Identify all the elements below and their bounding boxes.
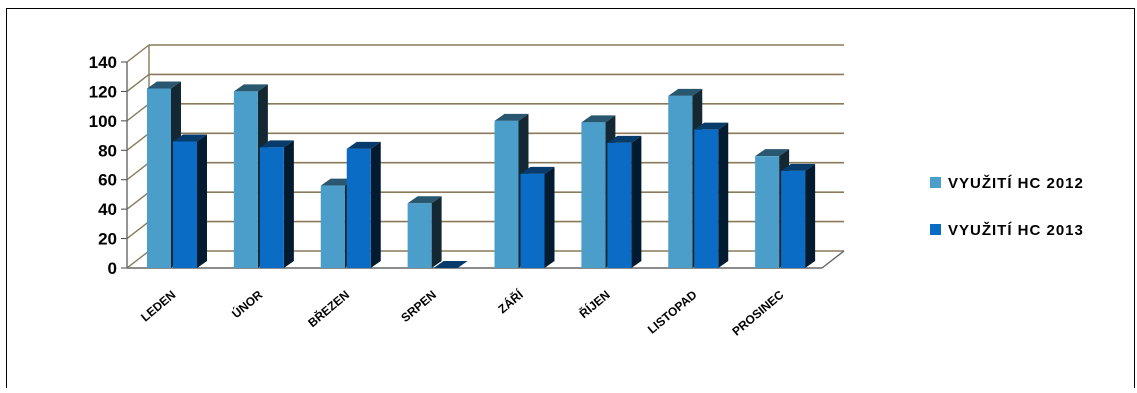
x-tick-label: ZÁŘÍ xyxy=(495,286,527,316)
bar xyxy=(259,147,284,268)
bar-top xyxy=(581,115,616,123)
y-tick-label: 120 xyxy=(89,82,117,101)
gridline-side xyxy=(126,250,150,269)
y-tick-label: 20 xyxy=(98,230,117,249)
bar-top xyxy=(407,196,442,204)
bar-top xyxy=(607,135,642,143)
bars xyxy=(147,81,816,268)
gridline-side xyxy=(126,221,150,240)
x-tick-label: ÚNOR xyxy=(229,287,266,321)
bar-side xyxy=(544,166,555,268)
bar xyxy=(755,156,780,268)
legend-label-2012: VYUŽITÍ HC 2012 xyxy=(948,174,1084,192)
x-tick-label: LISTOPAD xyxy=(645,287,700,336)
bar-top xyxy=(320,178,355,186)
gridline-side xyxy=(126,191,150,210)
x-tick-label: PROSINEC xyxy=(729,287,786,338)
y-tick-label: 60 xyxy=(98,171,117,190)
gridline-side xyxy=(126,103,150,122)
gridlines xyxy=(121,44,845,269)
bar xyxy=(173,141,197,268)
gridline-side xyxy=(126,44,150,63)
legend: VYUŽITÍ HC 2012 VYUŽITÍ HC 2013 xyxy=(930,174,1084,239)
bar-top xyxy=(520,166,555,174)
x-tick-label: LEDEN xyxy=(138,288,178,325)
bar xyxy=(346,148,371,268)
bar-side xyxy=(805,163,816,268)
bar xyxy=(147,88,171,268)
y-tick-label: 0 xyxy=(108,259,117,278)
legend-label-2013: VYUŽITÍ HC 2013 xyxy=(948,221,1084,239)
y-tick-label: 100 xyxy=(89,112,117,131)
x-tick-label: SRPEN xyxy=(398,288,439,325)
bar-side xyxy=(718,122,729,268)
gridline-side xyxy=(126,162,150,181)
bar-top xyxy=(233,84,268,92)
x-tick-label: BŘEZEN xyxy=(305,287,352,330)
bar-top xyxy=(755,149,790,157)
y-tick-label: 40 xyxy=(98,200,117,219)
chart-frame xyxy=(6,8,1135,388)
floor-edge xyxy=(821,250,845,269)
gridline-side xyxy=(126,132,150,151)
bar-top xyxy=(259,140,294,148)
bar-top xyxy=(494,113,529,121)
bar-top xyxy=(781,163,816,171)
bar-top xyxy=(694,122,729,130)
x-axis-labels: LEDEN ÚNOR BŘEZEN SRPEN ZÁŘÍ ŘÍJEN LISTOPAD PRO… xyxy=(138,286,787,338)
x-tick-label: ŘÍJEN xyxy=(576,287,613,321)
legend-swatch-2012 xyxy=(930,177,941,188)
bar xyxy=(233,91,258,268)
y-tick-label: 80 xyxy=(98,141,117,160)
bar xyxy=(781,170,806,268)
bar xyxy=(320,185,345,268)
bar-top xyxy=(668,88,703,96)
bar-side xyxy=(631,135,642,268)
bar-top xyxy=(346,141,381,149)
bar xyxy=(668,95,693,268)
bar xyxy=(694,129,719,268)
bar xyxy=(407,203,432,268)
bar-top xyxy=(147,81,181,89)
bar xyxy=(607,142,632,268)
bar-side xyxy=(431,196,442,268)
bar-side xyxy=(283,140,294,268)
gridline-side xyxy=(126,73,150,92)
bar xyxy=(494,120,519,268)
bar xyxy=(581,122,606,268)
bar-side xyxy=(197,134,207,268)
y-axis-ticks: 0 20 40 60 80 100 120 140 xyxy=(89,53,117,278)
bar xyxy=(520,173,545,268)
bar-side xyxy=(370,141,381,268)
bar-top xyxy=(433,261,468,268)
bar-top xyxy=(173,134,207,142)
y-tick-label: 140 xyxy=(89,53,117,72)
legend-swatch-2013 xyxy=(930,224,941,235)
